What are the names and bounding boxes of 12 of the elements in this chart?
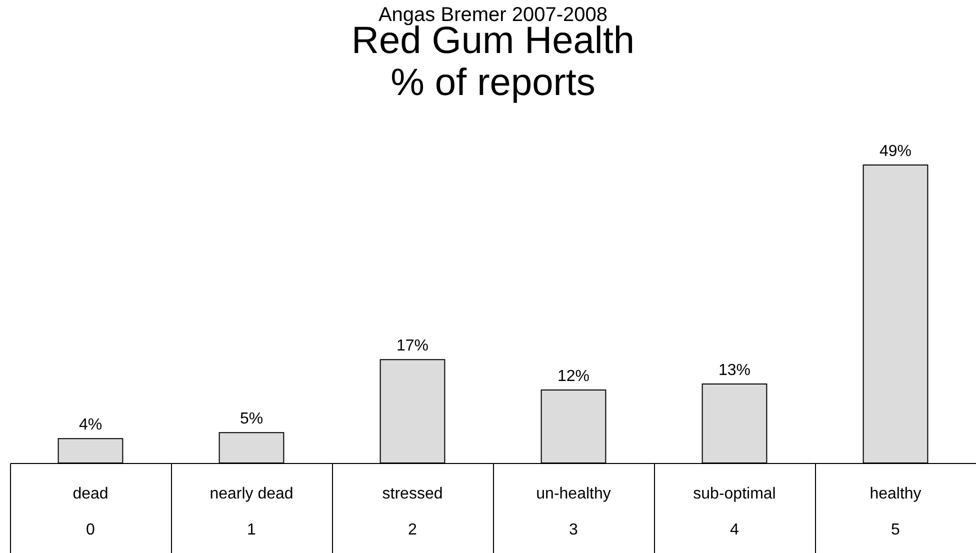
x-tick-label: dead 0 [72,486,108,538]
data-label: 49% [879,143,912,160]
data-label: 4% [78,416,102,434]
data-label: 5% [240,410,264,428]
x-tick-label: un-healthy 3 [536,486,611,538]
data-label: 12% [557,368,590,386]
x-tick-label: nearly dead 1 [210,486,294,538]
x-tick-label: healthy 5 [870,486,922,538]
data-label: 17% [396,338,429,355]
x-tick-label: stressed 2 [382,486,443,538]
x-tick-label: sub-optimal 4 [693,486,776,538]
data-label: 13% [718,362,751,379]
